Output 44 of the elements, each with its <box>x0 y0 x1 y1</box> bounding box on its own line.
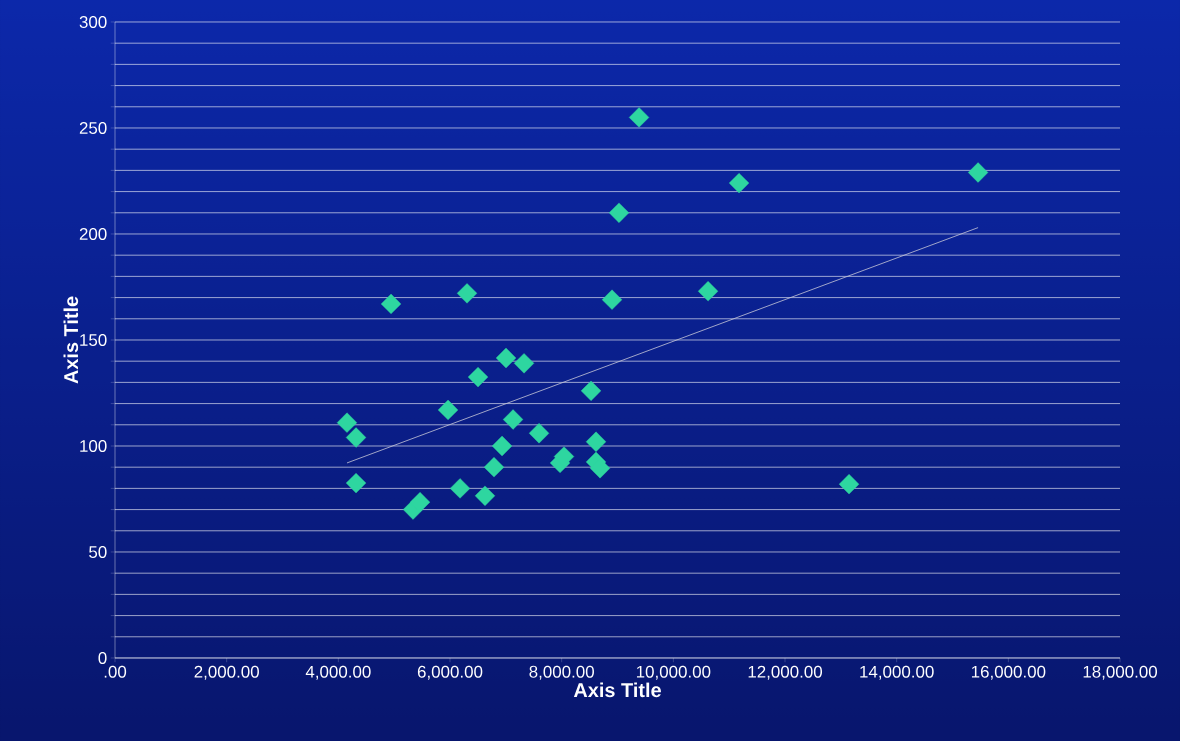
point <box>467 366 489 388</box>
x-tick-label: 14,000.00 <box>860 665 934 680</box>
x-tick-label: .00 <box>104 665 127 678</box>
point <box>697 281 719 302</box>
y-axis-title: Axis Title <box>63 296 79 384</box>
y-tick-label: 150 <box>80 333 107 346</box>
x-tick-label: 4,000.00 <box>305 665 371 680</box>
point <box>437 399 459 421</box>
point <box>345 472 367 494</box>
y-tick-label: 50 <box>89 545 107 558</box>
x-tick-label: 12,000.00 <box>748 665 823 680</box>
y-tick-label: 250 <box>79 121 107 134</box>
point <box>513 353 535 374</box>
y-tick-label: 100 <box>80 439 107 452</box>
point <box>495 347 517 369</box>
point <box>628 107 650 128</box>
point <box>345 427 367 448</box>
x-tick-label: 10,000.00 <box>636 665 711 680</box>
y-tick-label: 0 <box>98 651 107 664</box>
x-tick-label: 6,000.00 <box>417 665 483 680</box>
point <box>502 409 524 430</box>
y-tick-label: 200 <box>79 227 107 240</box>
point <box>380 293 402 315</box>
point <box>967 162 989 183</box>
x-tick-label: 8,000.00 <box>529 665 594 680</box>
point <box>608 202 630 223</box>
point <box>456 283 478 304</box>
point <box>336 412 358 433</box>
x-tick-label: 2,000.00 <box>194 665 259 680</box>
point <box>483 457 505 478</box>
point <box>409 492 431 513</box>
point <box>601 289 623 310</box>
point <box>474 485 496 506</box>
point <box>491 435 513 457</box>
point <box>449 478 471 499</box>
point <box>838 474 860 495</box>
point <box>580 380 602 401</box>
y-tick-label: 300 <box>79 15 107 28</box>
x-tick-label: 16,000.00 <box>971 665 1046 680</box>
point <box>585 431 607 452</box>
point <box>728 173 750 194</box>
x-tick-label: 18,000.00 <box>1083 665 1158 680</box>
x-axis-title: Axis Title <box>573 682 661 698</box>
point <box>528 423 550 444</box>
